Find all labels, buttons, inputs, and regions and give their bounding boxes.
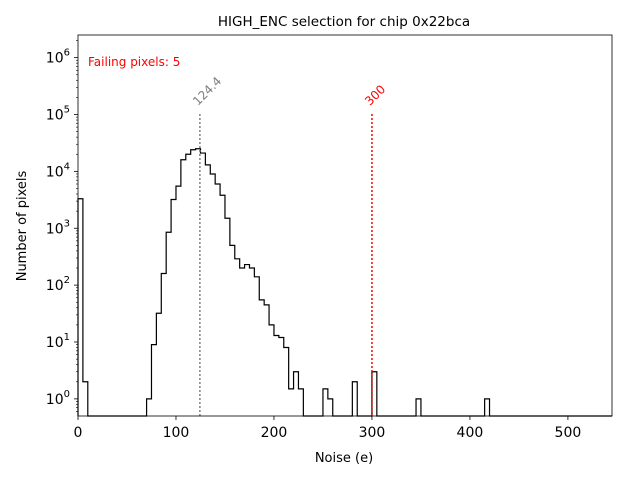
x-axis: 0 100 200 300 400 500 bbox=[74, 416, 582, 441]
x-tick-label: 400 bbox=[457, 425, 484, 441]
x-tick-label: 500 bbox=[555, 425, 582, 441]
y-tick-label: 103 bbox=[46, 218, 70, 237]
plot-frame bbox=[77, 34, 613, 417]
chart-title: HIGH_ENC selection for chip 0x22bca bbox=[218, 14, 470, 30]
histogram-outline bbox=[77, 148, 612, 417]
x-tick-label: 100 bbox=[163, 425, 190, 441]
y-axis: 100 101 102 103 104 105 106 bbox=[46, 40, 78, 412]
x-tick-label: 200 bbox=[261, 425, 288, 441]
y-tick-label: 101 bbox=[46, 332, 70, 351]
vline-label-1: 300 bbox=[362, 82, 388, 108]
y-tick-label: 105 bbox=[46, 105, 70, 124]
y-tick-label: 102 bbox=[46, 275, 70, 294]
failing-pixels-annotation: Failing pixels: 5 bbox=[88, 55, 180, 69]
y-axis-label: Number of pixels bbox=[15, 170, 30, 281]
y-tick-label: 100 bbox=[46, 389, 70, 408]
x-axis-label: Noise (e) bbox=[315, 451, 373, 466]
histogram-series bbox=[77, 148, 612, 417]
x-tick-label: 300 bbox=[359, 425, 386, 441]
y-tick-label: 106 bbox=[46, 48, 70, 67]
y-tick-label: 104 bbox=[46, 161, 70, 180]
vline-label-0: 124.4 bbox=[190, 74, 224, 108]
x-tick-label: 0 bbox=[74, 425, 83, 441]
